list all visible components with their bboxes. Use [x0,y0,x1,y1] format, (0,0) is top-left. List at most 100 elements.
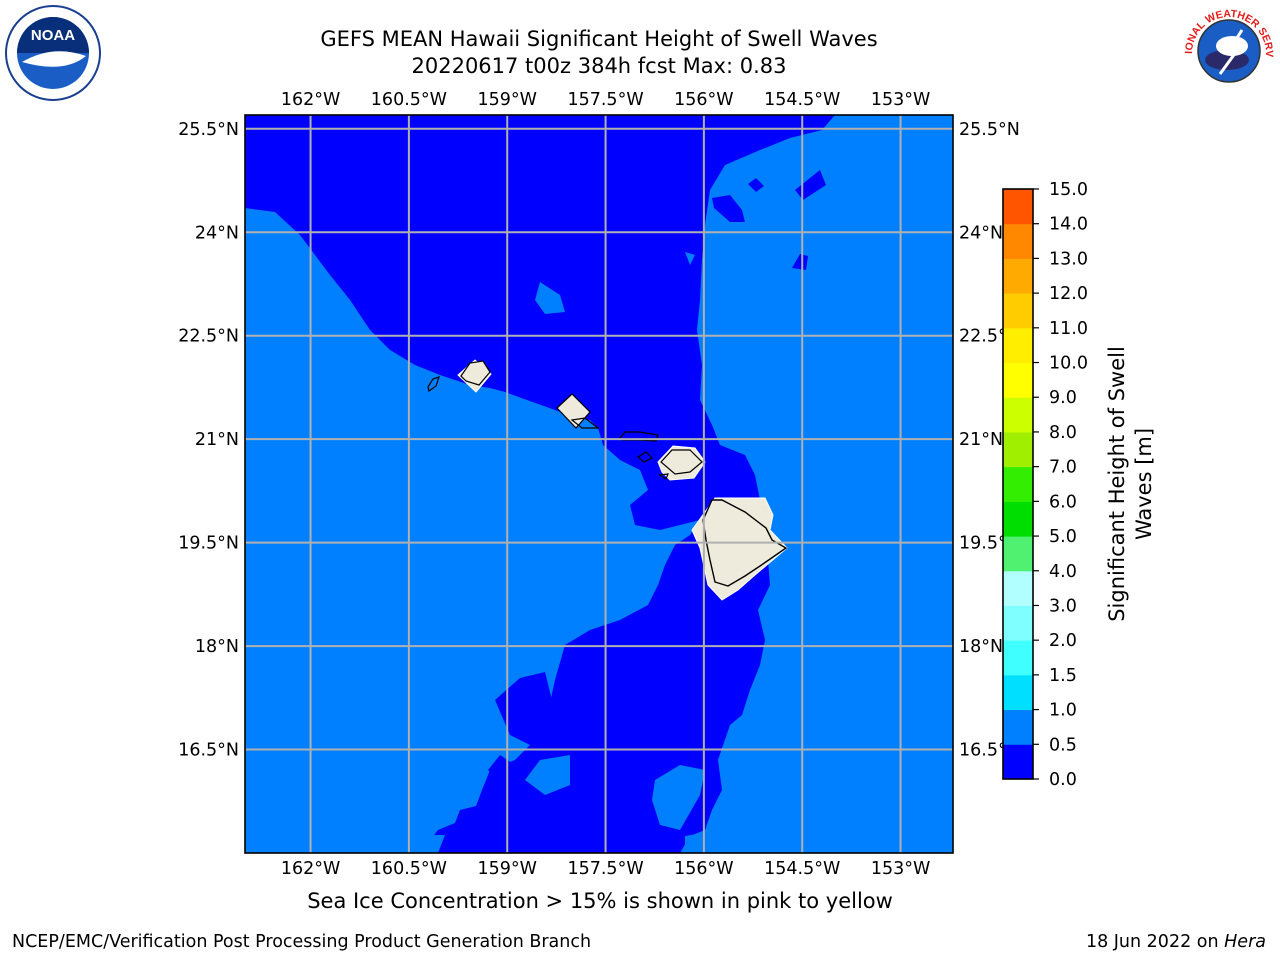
colorbar-label: Significant Height of Swell Waves [m] [1105,346,1156,622]
chart-title: GEFS MEAN Hawaii Significant Height of S… [320,27,878,51]
colorbar-segment [1003,431,1033,468]
island-maui-coast [660,449,703,475]
colorbar-frame [1002,188,1034,780]
island-oahu-coast [570,417,600,429]
footer-credit: NCEP/EMC/Verification Post Processing Pr… [12,932,592,952]
colorbar-tick-label: 6.0 [1049,492,1077,512]
svg-text:Significant Height of Swell: Significant Height of Swell [1105,346,1129,622]
lon-label-bottom: 154.5°W [764,859,840,879]
lon-label-bottom: 159°W [477,859,536,879]
lon-label-top: 156°W [674,90,733,110]
svg-text:NOAA: NOAA [31,27,75,44]
lat-label-left: 22.5°N [178,327,239,347]
colorbar-tick-label: 12.0 [1049,284,1088,304]
colorbar-tick-label: 14.0 [1049,215,1088,235]
lon-label-bottom: 153°W [871,859,930,879]
lat-label-right: 24°N [959,223,1003,243]
swell-field-0.5-1.0-pocket [420,835,445,853]
colorbar-segment [1003,674,1033,711]
colorbar-tick-label: 15.0 [1049,180,1088,200]
colorbar-tick-label: 0.5 [1049,735,1077,755]
colorbar-segment [1003,223,1033,259]
lon-label-top: 160.5°W [371,90,447,110]
colorbar-tick-label: 11.0 [1049,319,1088,339]
map-frame [244,114,954,854]
colorbar-segment [1003,709,1033,745]
colorbar-tick-label: 9.0 [1049,388,1077,408]
colorbar-tick-label: 1.5 [1049,666,1077,686]
colorbar-tick-label: 3.0 [1049,596,1077,616]
lon-label-bottom: 162°W [281,859,340,879]
footer-host: Hera [1224,932,1266,952]
swell-field-0.5-1.0-pocket [535,282,565,314]
island-hawaii [691,497,788,601]
island-niihau [427,376,440,393]
colorbar-segment [1003,466,1033,502]
swell-field-0.5-1.0-pocket [652,765,705,830]
colorbar: 0.0 0.5 1.0 1.5 2.0 3.0 4.0 5.0 6.0 7.0 8.0 9.0 10.0… [1002,180,1088,790]
lat-label-left: 19.5°N [178,534,239,554]
lon-label-top: 157.5°W [567,90,643,110]
colorbar-tick-label: 5.0 [1049,527,1077,547]
colorbar-segment [1003,501,1033,537]
swell-field-0-0.5-patch [792,254,808,270]
footer-date: 18 Jun 2022 on Hera [1085,932,1266,952]
lon-label-top: 153°W [871,90,930,110]
colorbar-segment [1003,605,1033,641]
swell-field-0-0.5 [245,115,835,853]
swell-field-0-0.5-patch [495,672,552,745]
colorbar-tick-label: 0.0 [1049,770,1077,790]
swell-field-0.5-1.0-pocket [685,832,718,853]
chart-subtitle: 20220617 t00z 384h fcst Max: 0.83 [411,54,787,78]
island-maui [657,445,706,481]
swell-field-0-0.5-patch [748,178,764,192]
lon-label-bottom: 156°W [674,859,733,879]
colorbar-tick-label: 10.0 [1049,354,1088,374]
lat-label-left: 16.5°N [178,741,239,761]
sea-ice-note: Sea Ice Concentration > 15% is shown in … [307,889,893,913]
colorbar-segment [1003,397,1033,433]
colorbar-tick-label: 8.0 [1049,423,1077,443]
colorbar-tick-label: 2.0 [1049,631,1077,651]
island-lanai [636,451,654,463]
colorbar-segment [1003,536,1033,572]
island-oahu [556,393,591,429]
noaa-logo: NOAA [4,4,102,102]
lat-label-left: 25.5°N [178,120,239,140]
island-kauai-coast [460,360,491,386]
lat-label-right: 18°N [959,637,1003,657]
colorbar-segment [1003,258,1033,294]
colorbar-tick-label: 7.0 [1049,458,1077,478]
lat-label-left: 24°N [195,223,239,243]
lat-label-right: 21°N [959,430,1003,450]
lon-label-bottom: 157.5°W [567,859,643,879]
map-area [245,115,953,853]
swell-field-0-0.5-patch [488,755,515,782]
nws-logo: NATIONAL WEATHER SERVICE [1176,0,1278,100]
lon-label-top: 159°W [477,90,536,110]
lat-label-left: 21°N [195,430,239,450]
lat-label-right: 25.5°N [959,120,1020,140]
colorbar-segment [1003,362,1033,398]
colorbar-tick-label: 1.0 [1049,701,1077,721]
lat-label-left: 18°N [195,637,239,657]
colorbar-tick-label: 4.0 [1049,562,1077,582]
lon-label-top: 154.5°W [764,90,840,110]
swell-field-0-0.5-patch [712,195,745,222]
swell-field-0.5-1.0-pocket [685,252,695,265]
svg-text:Waves [m]: Waves [m] [1132,428,1156,540]
graticule [245,115,953,853]
lon-label-top: 162°W [281,90,340,110]
colorbar-segment [1003,189,1033,225]
colorbar-segment [1003,640,1033,676]
axis-labels: 162°W 162°W 160.5°W 160.5°W 159°W 159°W 157.5°… [178,90,1020,879]
colorbar-segment [1003,293,1033,329]
lon-label-bottom: 160.5°W [371,859,447,879]
island-kahoolawe [658,473,669,480]
colorbar-segment [1003,744,1033,780]
colorbar-segment [1003,327,1033,364]
colorbar-segment [1003,570,1033,606]
swell-field-0.5-1.0-pocket [525,755,570,795]
colorbar-tick-label: 13.0 [1049,249,1088,269]
